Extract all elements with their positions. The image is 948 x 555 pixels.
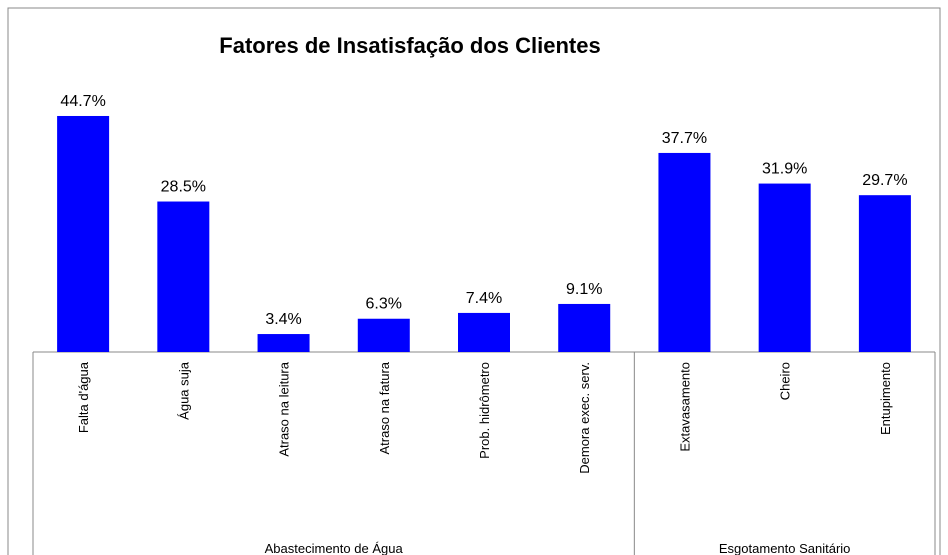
bar [157, 201, 210, 352]
bar [558, 303, 611, 352]
data-label: 29.7% [862, 172, 907, 189]
data-label: 6.3% [366, 296, 402, 313]
x-tick-label: Água suja [176, 361, 191, 420]
bar [57, 115, 110, 352]
data-label: 37.7% [662, 130, 707, 147]
x-tick-label: Cheiro [778, 362, 793, 400]
x-tick-label: Prob. hidrômetro [477, 362, 492, 459]
x-tick-label: Extavasamento [677, 362, 692, 452]
bar [758, 183, 811, 352]
group-label: Abastecimento de Água [265, 541, 404, 555]
data-label: 31.9% [762, 161, 807, 178]
data-label: 9.1% [566, 281, 602, 298]
bar [257, 334, 310, 352]
data-label: 44.7% [60, 93, 105, 110]
x-tick-label: Entupimento [878, 362, 893, 435]
data-label: 3.4% [265, 311, 301, 328]
group-label: Esgotamento Sanitário [719, 541, 851, 555]
data-label: 28.5% [161, 179, 206, 196]
bar [357, 318, 410, 352]
bar [858, 195, 911, 352]
x-tick-label: Atraso na fatura [377, 361, 392, 454]
bar [458, 312, 510, 352]
x-tick-label: Atraso na leitura [277, 361, 292, 456]
x-tick-label: Falta d'água [76, 361, 91, 433]
data-label: 7.4% [466, 290, 502, 307]
x-tick-label: Demora exec. serv. [577, 362, 592, 474]
chart-title: Fatores de Insatisfação dos Clientes [219, 33, 600, 58]
bar [658, 152, 711, 352]
